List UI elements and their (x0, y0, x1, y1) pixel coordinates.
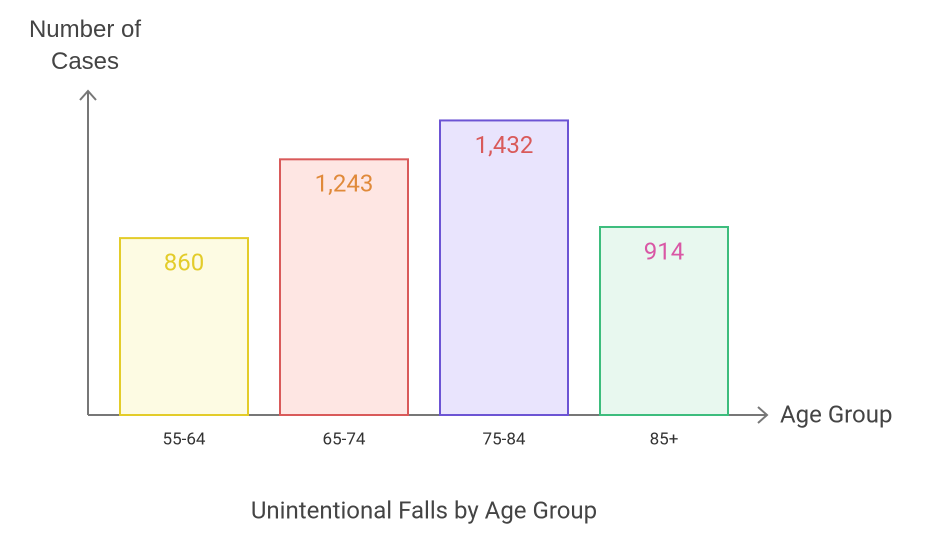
bar (599, 225, 729, 416)
chart-title: Unintentional Falls by Age Group (251, 496, 597, 524)
x-tick-label: 65-74 (323, 429, 366, 449)
bar (279, 158, 409, 416)
x-axis-label: Age Group (780, 400, 892, 428)
value-label: 1,432 (475, 131, 534, 159)
value-label: 860 (164, 248, 204, 276)
x-axis-arrow (757, 406, 769, 424)
x-tick-label: 75-84 (483, 429, 526, 449)
value-label: 1,243 (315, 170, 374, 198)
y-axis-label: Number of Cases (28, 16, 142, 75)
y-axis-arrow (79, 89, 97, 101)
x-tick-label: 55-64 (163, 429, 206, 449)
bar (439, 119, 569, 417)
value-label: 914 (644, 237, 684, 265)
bar (119, 237, 249, 416)
x-tick-label: 85+ (650, 429, 679, 449)
